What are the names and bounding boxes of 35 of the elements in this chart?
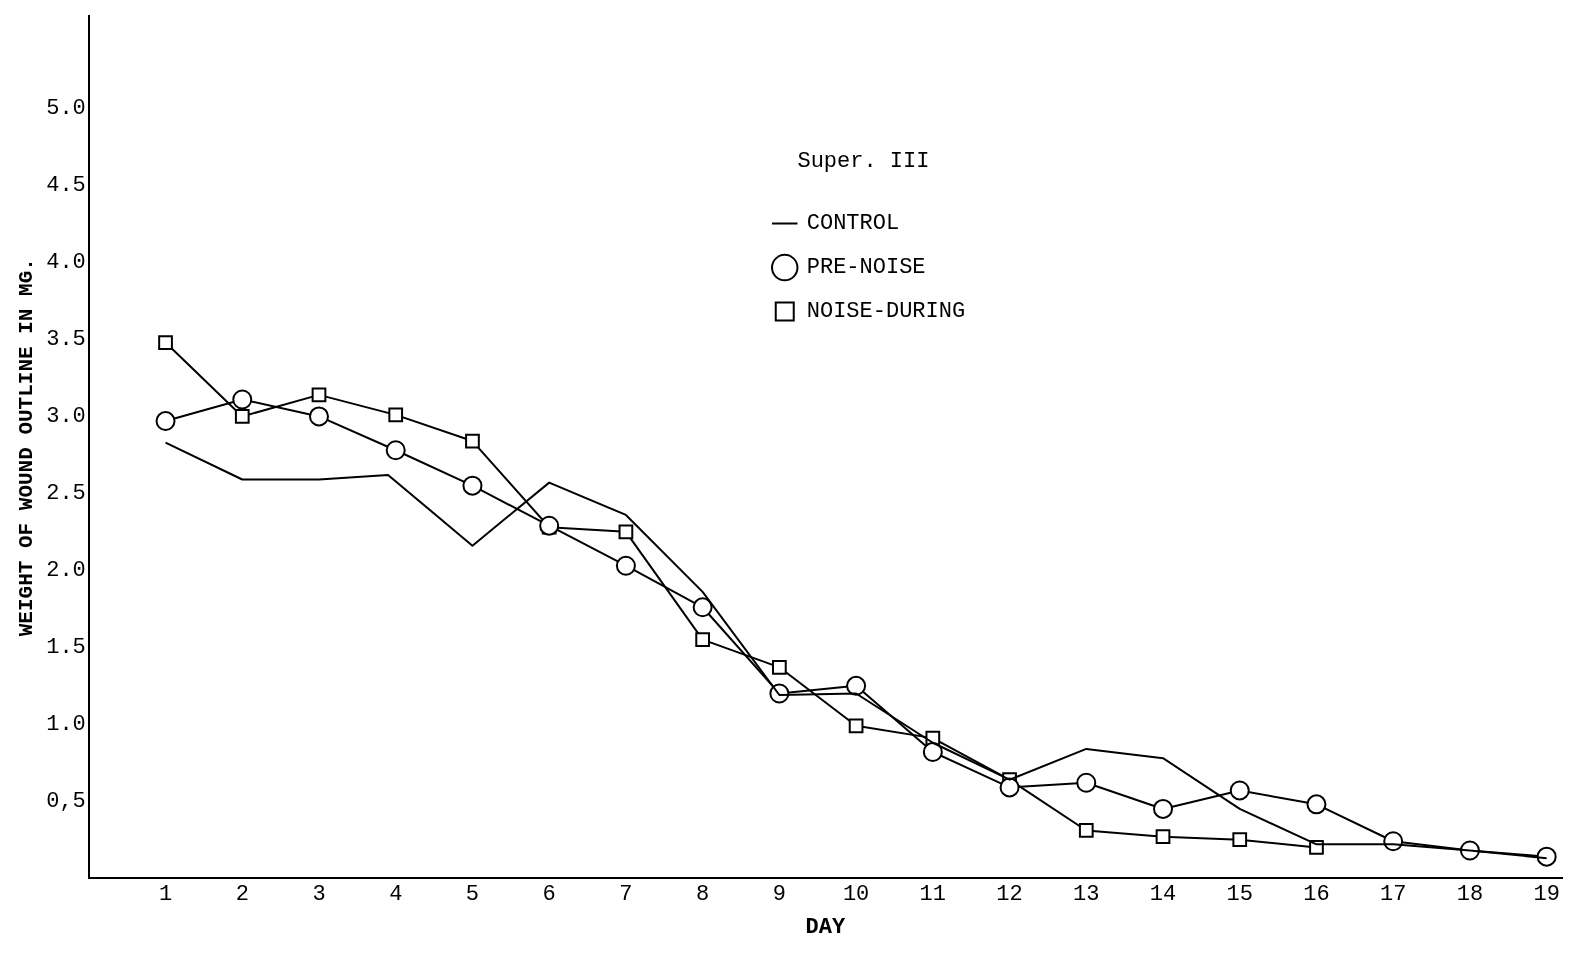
x-tick-label: 6 (542, 882, 556, 908)
x-tick-label: 10 (842, 882, 870, 908)
y-tick-label: 3.5 (46, 327, 86, 353)
y-tick-label: 4.0 (46, 250, 86, 276)
x-axis-title: DAY (805, 915, 846, 941)
y-tick-label: 0,5 (46, 789, 86, 815)
x-tick-label: 9 (772, 882, 786, 908)
x-tick-label: 4 (389, 882, 403, 908)
y-tick-label: 4.5 (46, 173, 86, 199)
legend-label: PRE-NOISE (806, 255, 926, 281)
x-tick-label: 16 (1303, 882, 1330, 908)
x-tick-label: 18 (1456, 882, 1484, 908)
y-tick-label: 2.0 (46, 558, 86, 584)
x-tick-label: 8 (696, 882, 710, 908)
x-tick-label: 13 (1073, 882, 1100, 908)
x-tick-label: 12 (996, 882, 1023, 908)
legend-label: CONTROL (806, 211, 900, 237)
y-tick-label: 3.0 (46, 404, 86, 430)
y-tick-label: 1.5 (46, 635, 86, 661)
y-tick-label: 5.0 (46, 96, 86, 122)
x-tick-label: 1 (158, 882, 173, 908)
y-axis-title: WEIGHT OF WOUND OUTLINE IN MG. (14, 258, 38, 637)
x-tick-label: 17 (1379, 882, 1407, 908)
x-tick-label: 14 (1149, 882, 1177, 908)
legend-label: NOISE-DURING (806, 299, 966, 325)
x-tick-label: 5 (465, 882, 480, 908)
x-tick-label: 19 (1533, 882, 1560, 908)
x-tick-label: 11 (919, 882, 947, 908)
x-tick-label: 7 (619, 882, 633, 908)
x-tick-label: 3 (312, 882, 326, 908)
x-tick-label: 15 (1226, 882, 1253, 908)
y-tick-label: 1.0 (46, 712, 86, 738)
y-tick-label: 2.5 (46, 481, 86, 507)
x-tick-label: 2 (235, 882, 249, 908)
legend-title: Super. III (797, 149, 930, 175)
